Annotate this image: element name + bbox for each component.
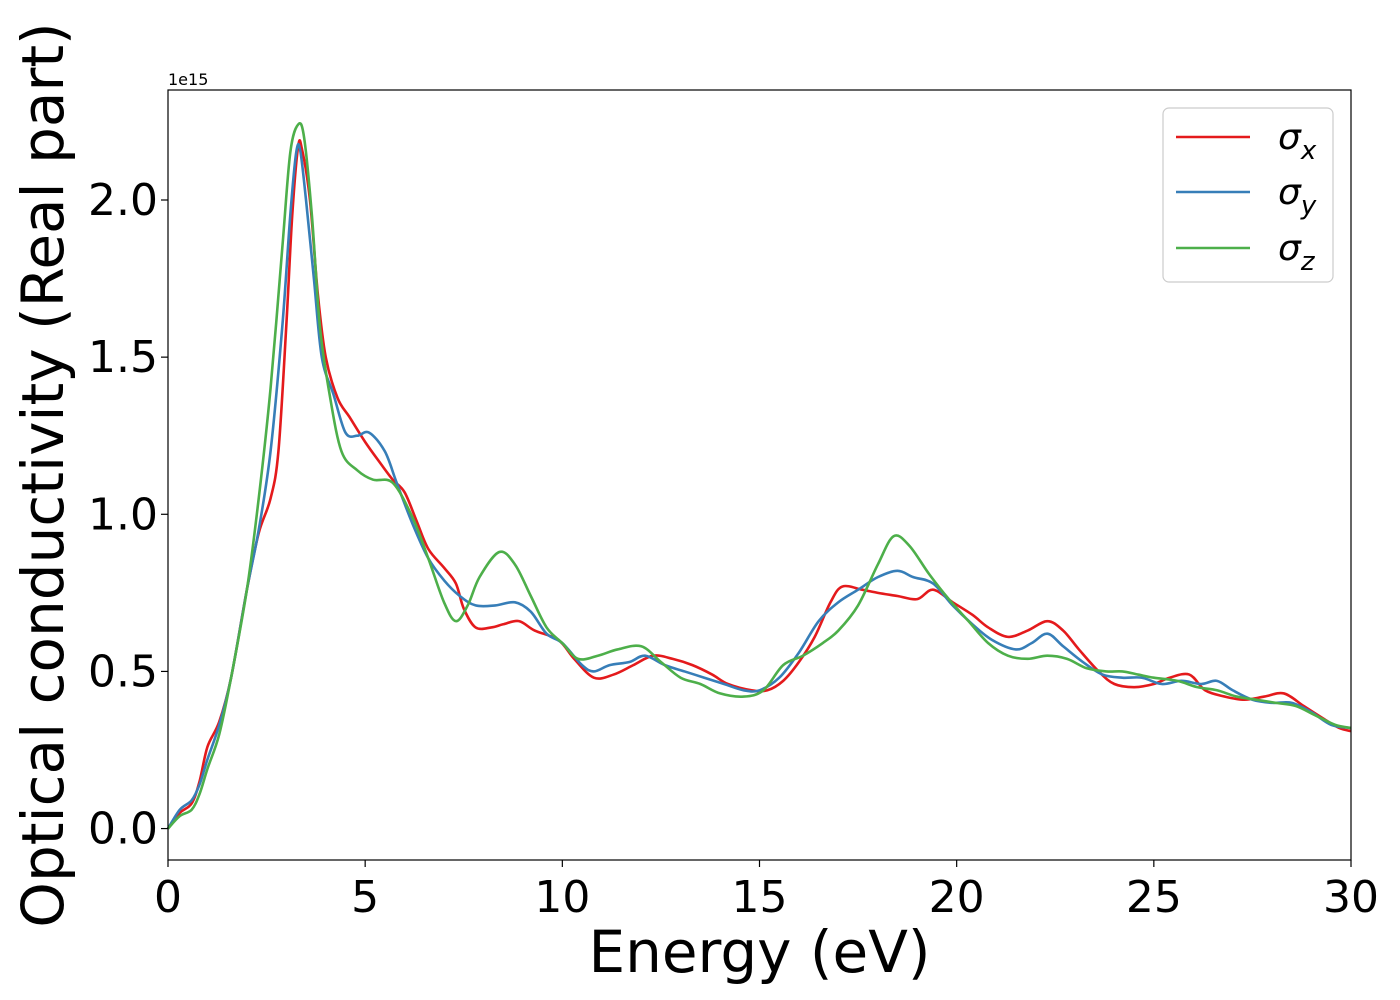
series-line-sigma-x xyxy=(166,139,1352,830)
x-tick-label: 20 xyxy=(929,872,985,923)
y-axis: 0.0 0.5 1.0 1.5 2.0 xyxy=(88,175,168,855)
x-axis: 0 5 10 15 20 25 30 xyxy=(154,860,1379,923)
x-axis-title: Energy (eV) xyxy=(588,918,930,986)
series-line-sigma-z xyxy=(167,121,1352,830)
series-line-sigma-y xyxy=(166,142,1352,830)
legend-box xyxy=(1162,107,1334,283)
x-tick-label: 0 xyxy=(154,872,182,923)
y-tick-label: 1.0 xyxy=(88,489,158,540)
x-tick-label: 30 xyxy=(1323,872,1379,923)
y-axis-title: Optical conductivity (Real part) xyxy=(9,22,77,927)
legend-label-sigma-x: σx xyxy=(1278,117,1317,166)
y-offset-label: 1e15 xyxy=(168,70,208,89)
legend-label-sigma-y: σy xyxy=(1278,172,1317,221)
x-tick-label: 25 xyxy=(1126,872,1182,923)
x-tick-label: 10 xyxy=(534,872,590,923)
y-tick-label: 0.0 xyxy=(88,804,158,855)
legend-label-sigma-z: σz xyxy=(1278,228,1316,277)
x-tick-label: 15 xyxy=(732,872,788,923)
legend: σx σy σz xyxy=(1162,107,1334,283)
x-tick-label: 5 xyxy=(351,872,379,923)
series-lines xyxy=(166,121,1352,830)
y-tick-label: 1.5 xyxy=(88,332,158,383)
y-tick-label: 0.5 xyxy=(88,646,158,697)
y-tick-label: 2.0 xyxy=(88,175,158,226)
